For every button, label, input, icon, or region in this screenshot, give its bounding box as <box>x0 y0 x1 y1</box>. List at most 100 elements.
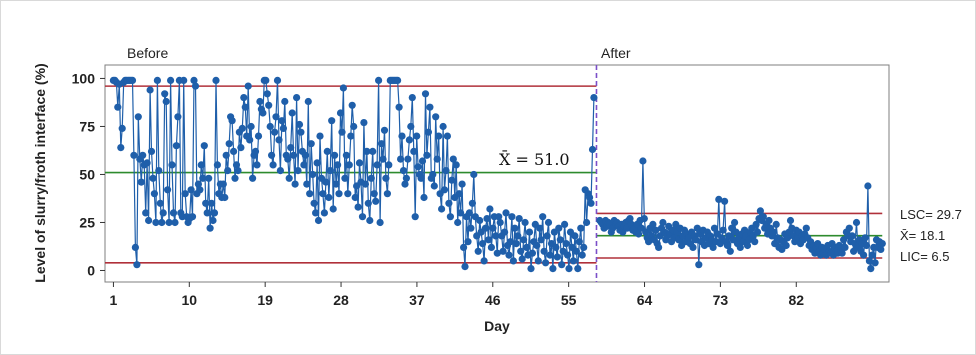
before-series-point <box>343 152 350 159</box>
before-series-point <box>577 225 584 232</box>
before-series-point <box>536 225 543 232</box>
before-series-point <box>497 219 504 226</box>
before-series-point <box>544 232 551 239</box>
before-series-point <box>149 175 156 182</box>
before-series-point <box>297 129 304 136</box>
before-series-point <box>467 225 474 232</box>
before-series-point <box>529 250 536 257</box>
before-series-point <box>366 217 373 224</box>
before-series-point <box>139 152 146 159</box>
before-series-point <box>268 152 275 159</box>
before-series-point <box>224 167 231 174</box>
x-tick-label: 46 <box>485 292 501 308</box>
before-series-point <box>246 136 253 143</box>
before-series-point <box>481 257 488 264</box>
before-series-point <box>413 133 420 140</box>
before-series-point <box>434 156 441 163</box>
before-series-point <box>360 119 367 126</box>
x-tick-label: 37 <box>409 292 425 308</box>
before-series-point <box>398 133 405 140</box>
before-series-point <box>274 77 281 84</box>
before-series-point <box>208 200 215 207</box>
before-series-point <box>425 129 432 136</box>
before-series-point <box>347 133 354 140</box>
before-series-point <box>305 98 312 105</box>
before-series-point <box>456 190 463 197</box>
after-series-point <box>862 234 869 241</box>
before-series-point <box>132 244 139 251</box>
before-series-point <box>535 257 542 264</box>
before-series-point <box>438 205 445 212</box>
before-series-point <box>420 194 427 201</box>
before-series-point <box>294 167 301 174</box>
before-series-point <box>397 156 404 163</box>
before-series-point <box>114 104 121 111</box>
before-series-point <box>144 159 151 166</box>
before-series-point <box>410 148 417 155</box>
before-series-point <box>271 129 278 136</box>
before-series-point <box>293 94 300 101</box>
before-series-point <box>375 77 382 84</box>
before-series-point <box>277 167 284 174</box>
after-series-point <box>731 219 738 226</box>
after-series-point <box>641 215 648 222</box>
before-mean-label: X̄ = 51.0 <box>499 148 570 169</box>
phase-label-before: Before <box>127 45 168 61</box>
before-series-point <box>459 181 466 188</box>
before-series-point <box>221 194 228 201</box>
before-series-point <box>488 244 495 251</box>
before-series-point <box>403 175 410 182</box>
before-series-point <box>466 209 473 216</box>
before-series-point <box>419 157 426 164</box>
before-series-point <box>435 133 442 140</box>
before-series-point <box>262 77 269 84</box>
y-tick-label: 50 <box>79 166 95 182</box>
before-series-point <box>324 148 331 155</box>
before-series-point <box>337 109 344 116</box>
before-series-point <box>538 236 545 243</box>
before-series-point <box>327 167 334 174</box>
before-series-point <box>174 113 181 120</box>
before-series-point <box>470 171 477 178</box>
before-series-point <box>170 209 177 216</box>
before-series-point <box>182 190 189 197</box>
after-series-point <box>869 252 876 259</box>
before-series-point <box>328 117 335 124</box>
before-series-point <box>204 209 211 216</box>
before-series-point <box>330 205 337 212</box>
after-series-point <box>765 217 772 224</box>
before-series-point <box>522 219 529 226</box>
before-series-point <box>579 252 586 259</box>
before-series-point <box>275 136 282 143</box>
before-series-point <box>549 265 556 272</box>
before-series-point <box>163 98 170 105</box>
before-series-point <box>167 77 174 84</box>
before-series-point <box>378 140 385 147</box>
after-series-point <box>867 265 874 272</box>
y-axis-label: Level of slurry/froth interface (%) <box>32 63 48 282</box>
before-series-point <box>558 261 565 268</box>
after-series-point <box>720 227 727 234</box>
before-series-point <box>267 123 274 130</box>
x-tick-label: 19 <box>257 292 273 308</box>
before-series-point <box>252 148 259 155</box>
after-series-point <box>863 242 870 249</box>
after-series-point <box>639 157 646 164</box>
before-series-point <box>249 175 256 182</box>
before-series-point <box>485 236 492 243</box>
before-series-point <box>479 240 486 247</box>
y-tick-label: 0 <box>87 262 95 278</box>
after-series-point <box>787 217 794 224</box>
before-series-point <box>352 194 359 201</box>
before-series-point <box>280 125 287 132</box>
before-series-point <box>205 175 212 182</box>
before-series-point <box>564 252 571 259</box>
before-series-point <box>207 225 214 232</box>
before-series-point <box>440 123 447 130</box>
before-series-point <box>253 161 260 168</box>
before-series-point <box>290 152 297 159</box>
before-series-point <box>441 186 448 193</box>
before-series-point <box>500 248 507 255</box>
before-series-point <box>312 209 319 216</box>
